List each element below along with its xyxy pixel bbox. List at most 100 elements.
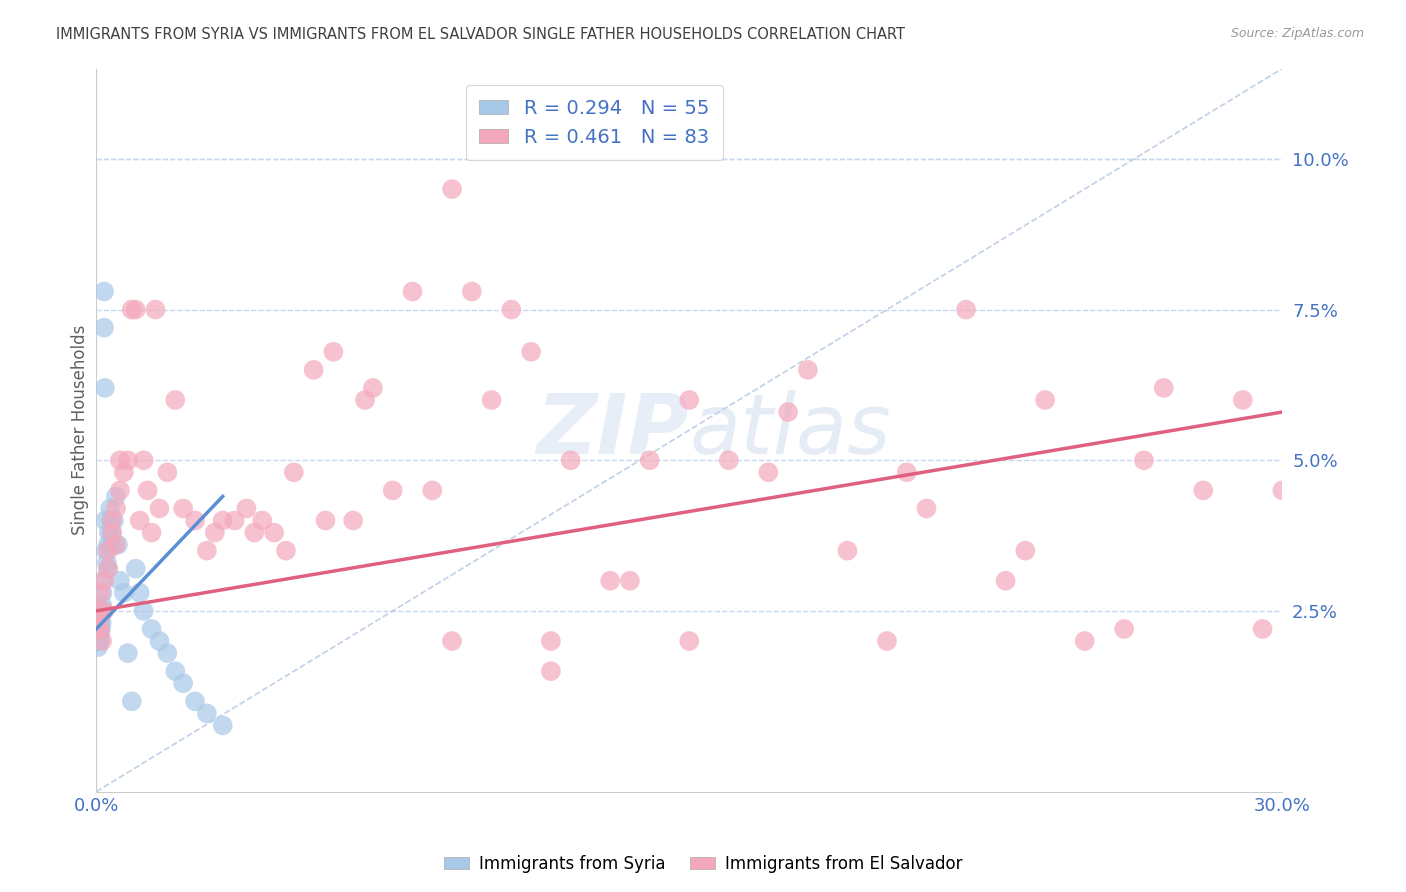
Point xyxy=(315,514,337,528)
Point xyxy=(89,610,111,624)
Point xyxy=(125,302,148,317)
Point xyxy=(211,718,233,732)
Point xyxy=(128,586,150,600)
Point xyxy=(103,514,125,528)
Point xyxy=(172,676,194,690)
Point xyxy=(501,302,523,317)
Point xyxy=(1271,483,1294,498)
Point xyxy=(717,453,740,467)
Point xyxy=(896,465,918,479)
Point xyxy=(128,514,150,528)
Point xyxy=(89,628,111,642)
Point xyxy=(837,543,859,558)
Point xyxy=(97,538,120,552)
Point xyxy=(1251,622,1274,636)
Point xyxy=(165,392,187,407)
Point xyxy=(678,392,700,407)
Text: atlas: atlas xyxy=(689,390,891,471)
Point xyxy=(141,525,163,540)
Point xyxy=(235,501,257,516)
Point xyxy=(91,586,114,600)
Point xyxy=(172,501,194,516)
Point xyxy=(420,483,443,498)
Point xyxy=(136,483,159,498)
Point xyxy=(93,320,115,334)
Point xyxy=(90,604,112,618)
Point xyxy=(1114,622,1136,636)
Point xyxy=(96,556,118,570)
Point xyxy=(104,490,127,504)
Point xyxy=(86,628,108,642)
Point xyxy=(90,586,112,600)
Point xyxy=(87,615,110,630)
Point xyxy=(195,706,218,721)
Point xyxy=(540,634,562,648)
Point xyxy=(638,453,661,467)
Point xyxy=(361,381,384,395)
Point xyxy=(263,525,285,540)
Point xyxy=(112,586,135,600)
Point xyxy=(87,615,110,630)
Point xyxy=(252,514,274,528)
Point xyxy=(87,640,110,654)
Point xyxy=(97,543,120,558)
Point xyxy=(97,525,120,540)
Point xyxy=(107,538,129,552)
Point xyxy=(94,381,117,395)
Legend: Immigrants from Syria, Immigrants from El Salvador: Immigrants from Syria, Immigrants from E… xyxy=(437,848,969,880)
Point xyxy=(678,634,700,648)
Point xyxy=(381,483,404,498)
Point xyxy=(86,622,108,636)
Point xyxy=(87,628,110,642)
Point xyxy=(89,622,111,636)
Point xyxy=(97,562,120,576)
Point xyxy=(302,363,325,377)
Point xyxy=(87,622,110,636)
Point xyxy=(1153,381,1175,395)
Point xyxy=(283,465,305,479)
Point xyxy=(994,574,1017,588)
Point xyxy=(117,453,139,467)
Text: Source: ZipAtlas.com: Source: ZipAtlas.com xyxy=(1230,27,1364,40)
Point xyxy=(778,405,800,419)
Point xyxy=(89,615,111,630)
Point xyxy=(101,538,124,552)
Point xyxy=(112,465,135,479)
Point xyxy=(93,285,115,299)
Point xyxy=(93,604,115,618)
Point xyxy=(401,285,423,299)
Point xyxy=(540,664,562,678)
Point xyxy=(98,501,121,516)
Point xyxy=(915,501,938,516)
Point xyxy=(101,525,124,540)
Point xyxy=(87,610,110,624)
Point xyxy=(108,574,131,588)
Point xyxy=(165,664,187,678)
Point xyxy=(195,543,218,558)
Point xyxy=(117,646,139,660)
Point xyxy=(132,604,155,618)
Point xyxy=(100,514,122,528)
Point xyxy=(520,344,543,359)
Point xyxy=(90,615,112,630)
Point xyxy=(108,453,131,467)
Point xyxy=(101,525,124,540)
Point xyxy=(121,302,143,317)
Point xyxy=(91,574,114,588)
Point xyxy=(619,574,641,588)
Point xyxy=(141,622,163,636)
Point xyxy=(104,538,127,552)
Point xyxy=(121,694,143,708)
Point xyxy=(876,634,898,648)
Point xyxy=(1232,392,1254,407)
Point xyxy=(481,392,503,407)
Point xyxy=(91,598,114,612)
Text: ZIP: ZIP xyxy=(537,390,689,471)
Point xyxy=(108,483,131,498)
Legend: R = 0.294   N = 55, R = 0.461   N = 83: R = 0.294 N = 55, R = 0.461 N = 83 xyxy=(465,86,723,161)
Point xyxy=(87,634,110,648)
Point xyxy=(461,285,484,299)
Point xyxy=(94,514,117,528)
Point xyxy=(204,525,226,540)
Point xyxy=(145,302,167,317)
